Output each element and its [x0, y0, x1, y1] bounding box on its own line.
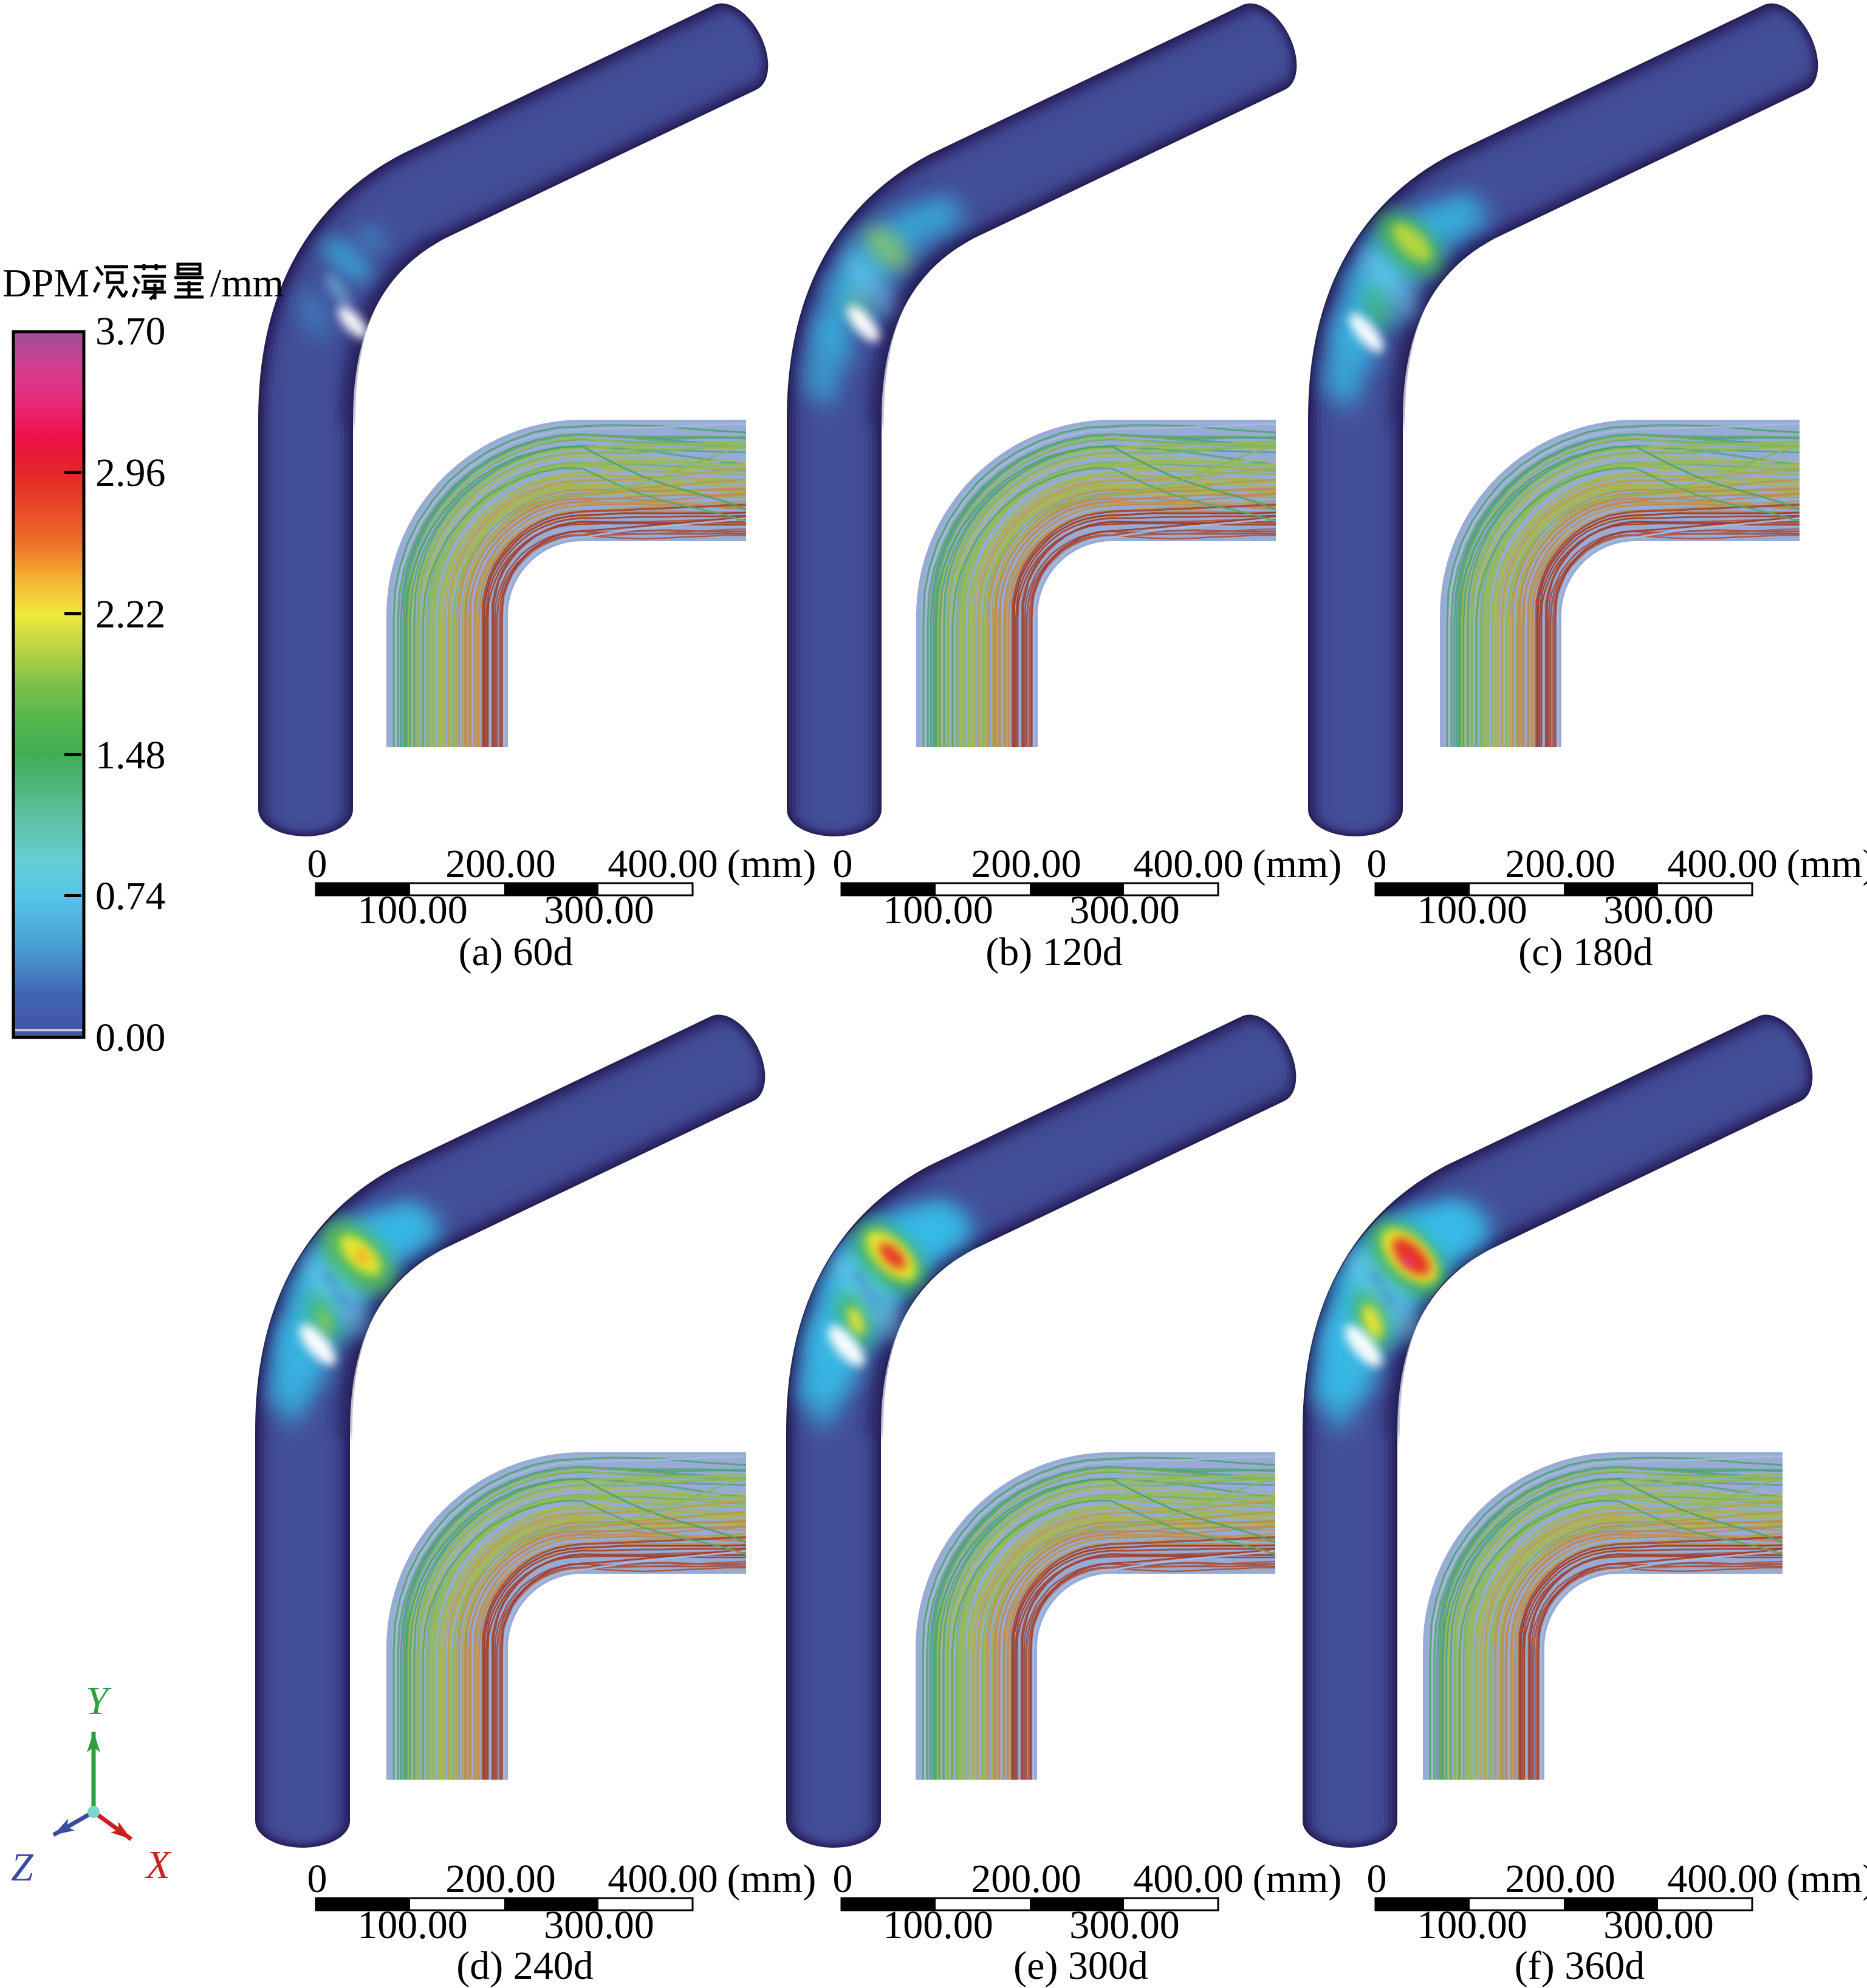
svg-text:Z: Z	[11, 1845, 34, 1890]
svg-text:(f) 360d: (f) 360d	[1515, 1944, 1645, 1988]
svg-text:0.00: 0.00	[95, 1016, 166, 1060]
svg-text:(c) 180d: (c) 180d	[1518, 930, 1653, 974]
svg-text:0.74: 0.74	[95, 874, 166, 918]
svg-text:2.96: 2.96	[95, 451, 166, 495]
svg-text:DPM: DPM	[2, 261, 89, 306]
svg-text:(a) 60d: (a) 60d	[459, 930, 574, 974]
svg-text:(b) 120d: (b) 120d	[985, 930, 1122, 974]
svg-text:2.22: 2.22	[95, 592, 166, 637]
svg-text:Y: Y	[86, 1679, 112, 1723]
svg-text:(e) 300d: (e) 300d	[1013, 1944, 1148, 1988]
svg-text:(d) 240d: (d) 240d	[456, 1944, 593, 1988]
svg-text:X: X	[144, 1843, 172, 1887]
svg-text:/mm: /mm	[210, 261, 284, 306]
svg-text:1.48: 1.48	[95, 733, 166, 777]
svg-text:3.70: 3.70	[95, 309, 166, 354]
